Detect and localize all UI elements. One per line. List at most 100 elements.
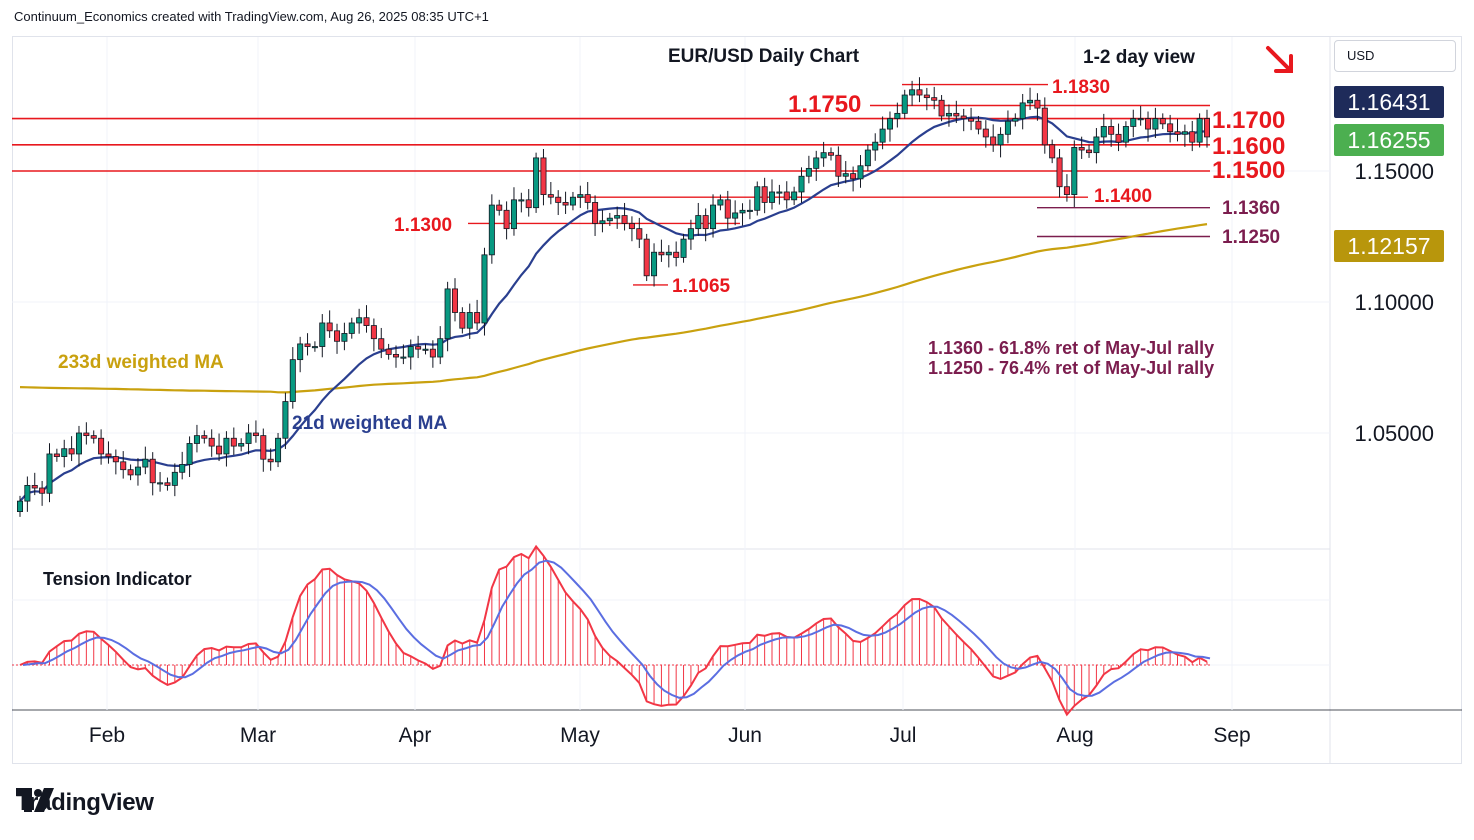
candle-body [112,456,119,463]
candle [326,310,333,338]
candle [724,190,731,229]
candle-body [805,167,812,177]
candle-body [370,325,377,340]
candle [105,441,112,464]
candle [540,148,547,206]
candle [1115,123,1122,152]
candle-body [400,356,407,359]
candle [466,303,473,339]
candle-body [444,288,451,340]
candle-body [282,401,289,439]
tension-line-slow [22,559,1211,699]
candle [1181,124,1188,147]
candle [75,425,82,467]
candle-body [488,204,495,256]
tension-indicator [12,544,1211,717]
candle [16,495,23,517]
candle-body [201,435,208,439]
candle [894,102,901,128]
candle [584,182,591,210]
x-tick-label: Mar [240,724,276,747]
candle [813,150,820,181]
candle [1100,113,1107,145]
candle [1063,174,1070,202]
candle [606,212,613,227]
candle [415,335,422,359]
candle [562,191,569,214]
candle-body [555,196,562,203]
candle-body [680,238,687,258]
candle-body [592,202,599,224]
candle [39,480,46,506]
price-badge-label: 1.16255 [1347,127,1430,153]
candle [348,317,355,339]
candle [754,181,761,216]
candle-body [562,202,569,206]
candle [496,199,503,216]
ma233-line [19,223,1208,394]
candle [282,392,289,449]
candle-body [879,128,886,143]
candle [990,124,997,152]
candle-body [503,209,510,230]
candle [474,299,481,331]
candle-body [1093,136,1100,154]
candle [510,187,517,236]
candle-body [53,453,60,457]
candle [923,87,930,111]
y-tick-label: 1.15000 [1354,159,1434,184]
y-tick-label: 1.10000 [1354,290,1434,315]
x-tick-label: May [560,724,600,747]
chart-title: EUR/USD Daily Chart [668,46,860,67]
candle-body [850,173,857,180]
candle [1204,109,1211,148]
candle-body [105,453,112,457]
candle [518,192,525,213]
candle [134,458,141,486]
candle [982,120,989,148]
candle-body [304,343,311,347]
candle [960,108,967,132]
candle-body [975,120,982,130]
candle [717,194,724,211]
candle-body [518,199,525,202]
price-badge-label: 1.16431 [1347,89,1430,115]
tradingview-brand[interactable]: TradingView [16,788,154,818]
candle [732,200,739,226]
candle [968,107,975,131]
candle [444,281,451,352]
price-badges: 1.16431 1.16255 1.12157 [1334,86,1444,262]
candle-body [341,333,348,342]
level-label-1.1065: 1.1065 [672,276,731,297]
candle [569,191,576,211]
candle [783,181,790,209]
candle-body [1012,118,1019,122]
candle-body [127,469,134,476]
candle-body [68,448,75,455]
candle-body [120,461,127,471]
candle [850,166,857,192]
candle-body [916,89,923,96]
candle-body [746,209,753,212]
candle [953,100,960,124]
candle-body [606,217,613,222]
candle [628,216,635,242]
chart-subtitle: 1-2 day view [1083,47,1195,68]
candle [695,202,702,236]
candle-body [142,458,149,468]
candle-body [407,346,414,358]
candle [459,307,466,334]
candle-body [651,251,658,277]
x-tick-label: Feb [89,724,125,747]
candle-body [61,448,68,457]
candle [938,95,945,122]
candle [304,333,311,356]
currency-selector[interactable]: USD [1334,40,1456,72]
candle-body [695,215,702,230]
candle [363,305,370,333]
candle [127,464,134,481]
candle-body [75,432,82,455]
price-badge-bg [1334,124,1444,156]
candle [223,431,230,467]
